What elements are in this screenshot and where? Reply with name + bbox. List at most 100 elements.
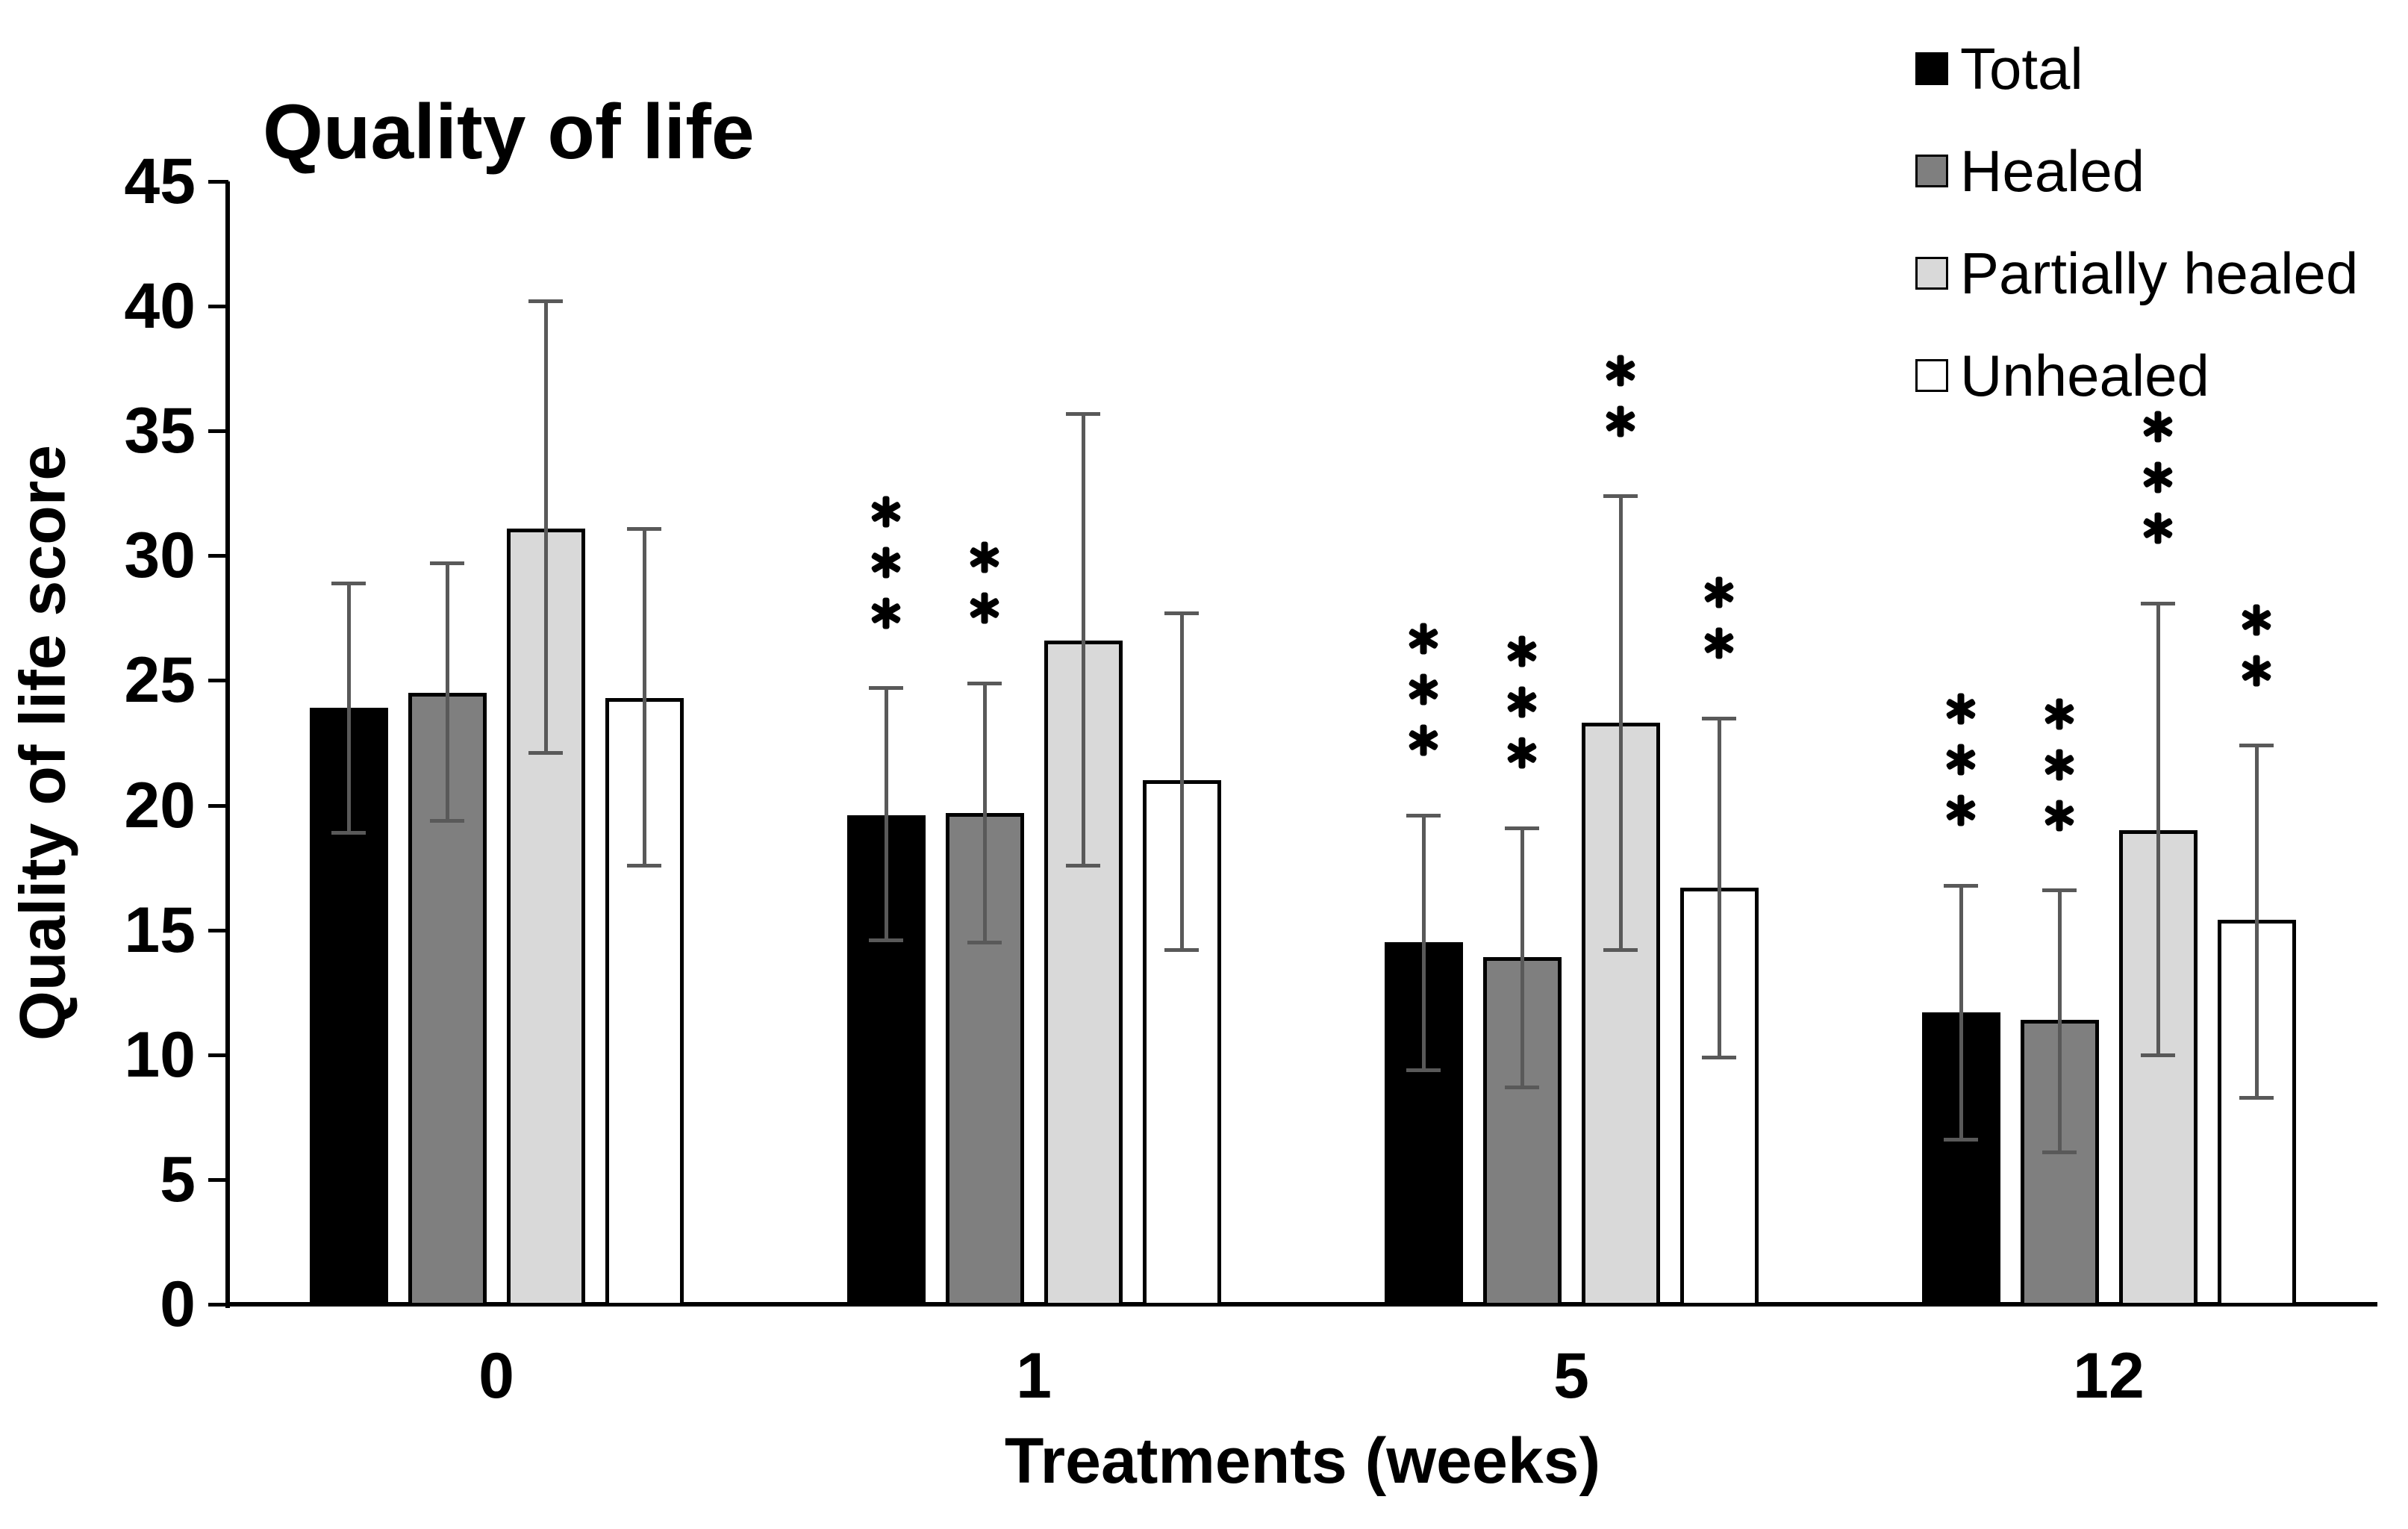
error-bar — [2156, 602, 2160, 1055]
y-axis-line — [225, 181, 230, 1308]
significance-asterisk-icon — [969, 541, 1000, 573]
error-bar-cap-top — [331, 582, 366, 586]
y-tick-mark — [208, 554, 228, 558]
error-bar-cap-top — [2239, 744, 2274, 748]
x-tick-label: 5 — [1553, 1340, 1589, 1412]
significance-asterisk-icon — [2142, 512, 2174, 544]
error-bar-cap-bottom — [1406, 1068, 1441, 1072]
significance-asterisk-icon — [1945, 744, 1977, 776]
error-bar — [642, 528, 646, 865]
significance-asterisk-icon — [2142, 461, 2174, 493]
error-bar-cap-bottom — [331, 831, 366, 835]
y-tick-label: 25 — [124, 644, 196, 717]
error-bar — [1179, 613, 1184, 950]
y-tick-mark — [208, 928, 228, 932]
significance-asterisk-icon — [2241, 604, 2272, 636]
y-tick-label: 15 — [124, 894, 196, 966]
y-tick-label: 10 — [124, 1018, 196, 1091]
error-bar-cap-bottom — [2141, 1053, 2175, 1057]
error-bar-cap-bottom — [1164, 948, 1199, 953]
significance-asterisk-icon — [969, 592, 1000, 624]
y-tick-label: 0 — [160, 1268, 196, 1340]
error-bar-cap-top — [2042, 888, 2077, 893]
error-bar-cap-bottom — [1702, 1056, 1736, 1060]
error-bar-cap-bottom — [1944, 1138, 1978, 1142]
y-tick-label: 20 — [124, 769, 196, 841]
significance-asterisk-icon — [2044, 800, 2075, 832]
legend-label: Partially healed — [1960, 240, 2359, 306]
y-tick-mark — [208, 305, 228, 309]
y-tick-mark — [208, 180, 228, 184]
significance-asterisk-icon — [2044, 749, 2075, 781]
error-bar-cap-top — [528, 299, 563, 304]
y-tick-label: 30 — [124, 520, 196, 592]
legend-item-unhealed: Unhealed — [1915, 337, 2209, 414]
error-bar — [884, 688, 888, 941]
x-tick-label: 0 — [478, 1340, 514, 1412]
significance-asterisk-icon — [1408, 623, 1439, 655]
y-tick-mark — [208, 1053, 228, 1057]
error-bar-cap-bottom — [1603, 948, 1638, 953]
y-tick-mark — [208, 429, 228, 434]
error-bar-cap-top — [869, 686, 903, 691]
legend-swatch-icon — [1915, 52, 1948, 85]
y-tick-label: 5 — [160, 1143, 196, 1215]
significance-asterisk-icon — [1605, 355, 1636, 387]
legend-swatch-icon — [1915, 257, 1948, 290]
error-bar — [982, 682, 987, 943]
significance-asterisk-icon — [1945, 794, 1977, 826]
y-tick-mark — [208, 679, 228, 683]
error-bar-cap-top — [1164, 611, 1199, 616]
legend-swatch-icon — [1915, 155, 1948, 187]
significance-asterisk-icon — [2044, 698, 2075, 730]
chart-title: Quality of life — [263, 89, 755, 175]
error-bar-cap-bottom — [430, 818, 464, 823]
error-bar-cap-top — [1702, 716, 1736, 720]
error-bar-cap-top — [627, 526, 661, 531]
significance-asterisk-icon — [1506, 737, 1538, 769]
significance-asterisk-icon — [870, 496, 902, 528]
error-bar-cap-bottom — [627, 863, 661, 868]
legend-swatch-icon — [1915, 359, 1948, 392]
significance-asterisk-icon — [2241, 655, 2272, 687]
error-bar-cap-top — [1406, 813, 1441, 818]
significance-asterisk-icon — [870, 546, 902, 579]
y-tick-mark — [208, 1303, 228, 1307]
significance-asterisk-icon — [1605, 405, 1636, 437]
error-bar — [1717, 717, 1721, 1058]
y-tick-mark — [208, 1177, 228, 1182]
error-bar-cap-top — [430, 561, 464, 566]
error-bar-cap-top — [1944, 883, 1978, 888]
error-bar-cap-bottom — [967, 941, 1002, 945]
x-tick-label: 12 — [2073, 1340, 2145, 1412]
error-bar-cap-bottom — [2239, 1095, 2274, 1100]
significance-asterisk-icon — [1506, 635, 1538, 667]
error-bar-cap-top — [1505, 826, 1539, 830]
error-bar — [1081, 413, 1085, 865]
significance-asterisk-icon — [1703, 627, 1735, 659]
significance-asterisk-icon — [1703, 576, 1735, 608]
significance-asterisk-icon — [1506, 686, 1538, 718]
error-bar-cap-bottom — [869, 938, 903, 943]
error-bar — [346, 583, 351, 833]
legend-item-partially-healed: Partially healed — [1915, 234, 2358, 312]
error-bar — [445, 563, 449, 820]
bar-partially-healed — [506, 528, 585, 1307]
error-bar-cap-top — [1603, 494, 1638, 499]
bar-total — [1921, 1012, 2000, 1307]
y-tick-label: 45 — [124, 146, 196, 217]
legend-label: Unhealed — [1960, 342, 2209, 408]
error-bar — [2254, 745, 2259, 1097]
error-bar — [1421, 815, 1426, 1070]
error-bar-cap-bottom — [528, 751, 563, 756]
error-bar-cap-bottom — [1505, 1086, 1539, 1090]
error-bar — [543, 301, 548, 753]
significance-asterisk-icon — [1945, 693, 1977, 725]
bar-total — [846, 815, 926, 1307]
error-bar-cap-bottom — [2042, 1150, 2077, 1155]
error-bar — [2057, 890, 2062, 1153]
error-bar-cap-top — [967, 681, 1002, 685]
error-bar-cap-bottom — [1066, 863, 1100, 868]
significance-asterisk-icon — [2142, 411, 2174, 443]
